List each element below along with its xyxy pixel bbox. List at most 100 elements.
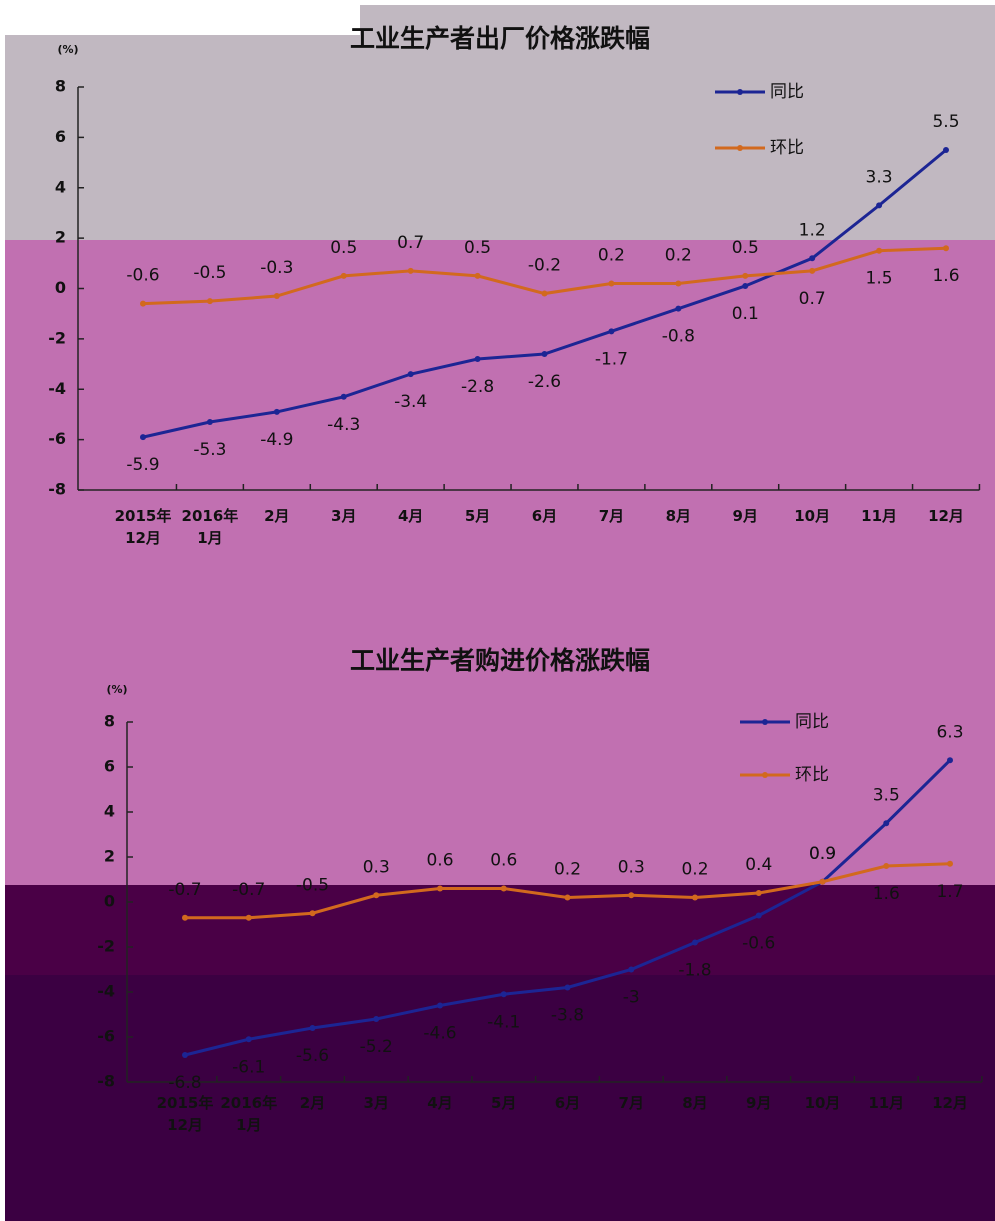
y-tick-label: -2 <box>97 937 115 956</box>
data-label: -0.8 <box>662 327 695 347</box>
data-label: -2.8 <box>461 377 494 397</box>
data-point <box>883 820 890 827</box>
data-point <box>373 892 380 899</box>
data-point <box>692 894 698 901</box>
data-point <box>947 860 953 867</box>
background-pink <box>5 240 995 885</box>
x-tick-label: 10月 <box>804 1094 841 1112</box>
data-label: -5.9 <box>126 455 159 475</box>
data-point <box>500 991 507 998</box>
y-tick-label: -8 <box>48 480 66 499</box>
x-tick-label: 8月 <box>682 1094 708 1112</box>
data-label: 0.5 <box>732 238 759 258</box>
data-label: 0.9 <box>809 844 836 864</box>
data-point <box>273 293 280 300</box>
data-point <box>809 267 816 274</box>
data-label: 3.3 <box>866 167 893 187</box>
data-point <box>608 280 615 287</box>
x-tick-label: 12月 <box>932 1094 968 1112</box>
y-axis-label: (%) <box>57 43 78 56</box>
data-point <box>309 910 316 917</box>
data-point <box>340 393 347 400</box>
data-point <box>883 863 890 869</box>
data-label: -0.5 <box>193 263 226 283</box>
data-point <box>876 202 883 209</box>
y-axis-label: (%) <box>106 683 127 696</box>
legend-marker <box>762 772 768 778</box>
x-tick-label: 11月 <box>861 507 898 525</box>
data-label: -1.7 <box>595 349 628 369</box>
data-point <box>947 757 953 764</box>
data-point <box>876 247 883 254</box>
data-label: 0.7 <box>799 289 826 309</box>
data-label: 0.2 <box>598 245 625 265</box>
y-tick-label: 0 <box>104 892 115 911</box>
x-tick-label: 9月 <box>732 507 758 525</box>
background-gray <box>5 35 995 240</box>
data-label: 0.2 <box>681 860 708 880</box>
chart-title: 工业生产者出厂价格涨跌幅 <box>350 24 650 53</box>
x-tick-label: 12月 <box>928 507 964 525</box>
data-label: 0.7 <box>397 233 424 253</box>
data-point <box>809 255 816 262</box>
data-point <box>245 914 252 921</box>
x-tick-label: 3月 <box>331 507 357 525</box>
x-tick-label: 5月 <box>464 507 491 525</box>
data-point <box>564 984 571 991</box>
data-point <box>500 885 507 892</box>
background-gray <box>360 5 995 35</box>
data-point <box>943 146 949 153</box>
y-tick-label: 4 <box>104 802 115 821</box>
data-label: 5.5 <box>932 112 959 132</box>
data-label: -5.3 <box>193 440 226 460</box>
data-point <box>309 1025 316 1031</box>
data-label: -1.8 <box>678 961 711 981</box>
data-label: -4.6 <box>423 1024 456 1044</box>
x-tick-label: 2016年1月 <box>181 507 239 547</box>
data-point <box>755 912 762 919</box>
data-point <box>340 272 347 279</box>
data-label: -0.3 <box>260 258 293 278</box>
x-tick-label: 4月 <box>397 507 424 525</box>
chart-title: 工业生产者购进价格涨跌幅 <box>350 646 650 675</box>
data-label: 1.6 <box>932 266 959 286</box>
data-label: -2.6 <box>528 372 561 392</box>
x-tick-label: 3月 <box>363 1094 389 1112</box>
data-label: -4.9 <box>260 430 293 450</box>
data-label: -0.7 <box>168 880 201 900</box>
data-label: -4.1 <box>487 1012 520 1032</box>
data-point <box>564 894 571 901</box>
data-label: -3.8 <box>551 1006 584 1026</box>
data-label: -6.8 <box>168 1073 201 1093</box>
x-tick-label: 2月 <box>264 507 290 525</box>
data-point <box>407 371 414 378</box>
data-label: 0.6 <box>426 851 453 871</box>
y-tick-label: -6 <box>97 1027 115 1046</box>
y-tick-label: 0 <box>55 278 66 297</box>
data-point <box>675 280 682 287</box>
legend-label: 环比 <box>795 765 829 785</box>
data-point <box>474 356 481 363</box>
data-point <box>692 939 698 946</box>
data-label: 0.1 <box>732 304 759 324</box>
data-point <box>608 328 615 335</box>
data-label: 0.6 <box>490 851 517 871</box>
data-point <box>742 272 749 279</box>
data-point <box>541 350 548 357</box>
data-point <box>541 290 548 297</box>
data-point <box>437 885 443 892</box>
data-label: -5.2 <box>360 1037 393 1057</box>
x-tick-label: 6月 <box>554 1094 581 1112</box>
data-label: -3.4 <box>394 392 427 412</box>
data-label: 0.9 <box>809 844 836 864</box>
x-tick-label: 5月 <box>491 1094 517 1112</box>
y-tick-label: -4 <box>48 379 66 398</box>
y-tick-label: 6 <box>104 757 115 776</box>
data-point <box>140 434 146 441</box>
x-tick-label: 7月 <box>598 507 625 525</box>
x-tick-label: 11月 <box>868 1094 905 1112</box>
legend-label: 环比 <box>770 138 804 158</box>
data-label: -0.6 <box>126 266 159 286</box>
x-tick-label: 2016年1月 <box>220 1094 278 1134</box>
data-label: -0.2 <box>528 256 561 276</box>
